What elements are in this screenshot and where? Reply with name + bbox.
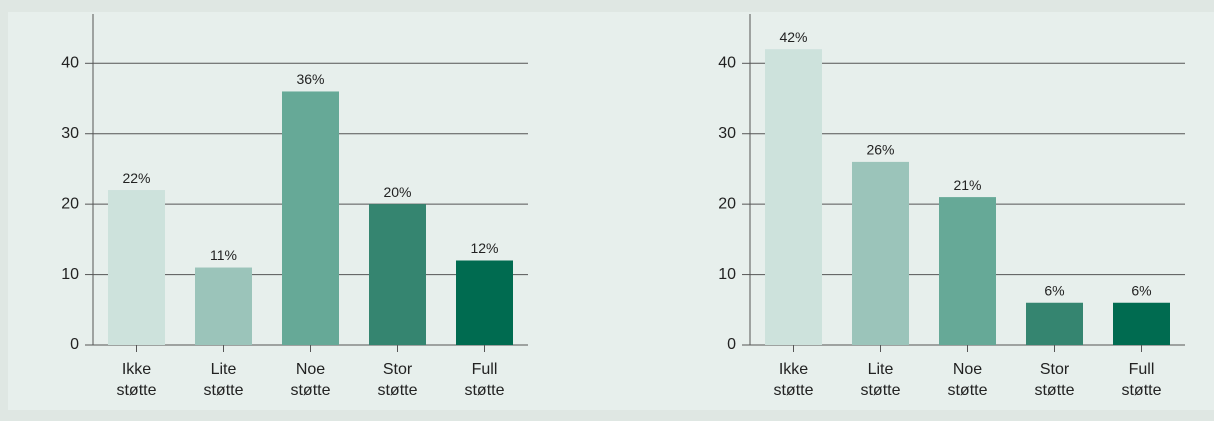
x-tick-label: Full støtte bbox=[464, 361, 505, 399]
value-label: 22% bbox=[122, 170, 150, 186]
bar bbox=[282, 91, 339, 346]
x-tick-label: Full støtte bbox=[1121, 361, 1162, 399]
y-tick-label: 0 bbox=[70, 336, 79, 353]
y-tick-label: 20 bbox=[61, 195, 79, 212]
y-tick-label: 10 bbox=[61, 266, 79, 283]
bar bbox=[852, 161, 909, 345]
value-label: 6% bbox=[1044, 282, 1064, 298]
y-tick-label: 40 bbox=[718, 55, 736, 72]
x-tick-label: Ikke støtte bbox=[116, 361, 157, 399]
bar bbox=[1113, 302, 1170, 345]
bar bbox=[765, 49, 822, 345]
y-tick-label: 30 bbox=[61, 125, 79, 142]
y-tick-label: 40 bbox=[61, 55, 79, 72]
bar bbox=[108, 190, 165, 345]
bar bbox=[456, 260, 513, 345]
x-tick-label: Noe støtte bbox=[947, 361, 988, 399]
value-label: 6% bbox=[1131, 282, 1151, 298]
value-label: 21% bbox=[953, 177, 981, 193]
x-tick-label: Stor støtte bbox=[377, 361, 418, 399]
y-tick-label: 30 bbox=[718, 125, 736, 142]
value-label: 42% bbox=[779, 29, 807, 45]
x-tick-label: Lite støtte bbox=[860, 361, 901, 399]
y-tick-label: 10 bbox=[718, 266, 736, 283]
x-tick-label: Ikke støtte bbox=[773, 361, 814, 399]
value-label: 36% bbox=[296, 71, 324, 87]
bar bbox=[1026, 302, 1083, 345]
value-label: 12% bbox=[470, 240, 498, 256]
value-label: 11% bbox=[210, 247, 237, 263]
x-tick-label: Stor støtte bbox=[1034, 361, 1075, 399]
y-tick-label: 20 bbox=[718, 195, 736, 212]
bar bbox=[195, 267, 252, 345]
x-tick-label: Lite støtte bbox=[203, 361, 244, 399]
bar bbox=[939, 197, 996, 345]
x-tick-label: Noe støtte bbox=[290, 361, 331, 399]
value-label: 20% bbox=[383, 184, 411, 200]
y-tick-label: 0 bbox=[727, 336, 736, 353]
value-label: 26% bbox=[866, 142, 894, 158]
bar bbox=[369, 204, 426, 345]
